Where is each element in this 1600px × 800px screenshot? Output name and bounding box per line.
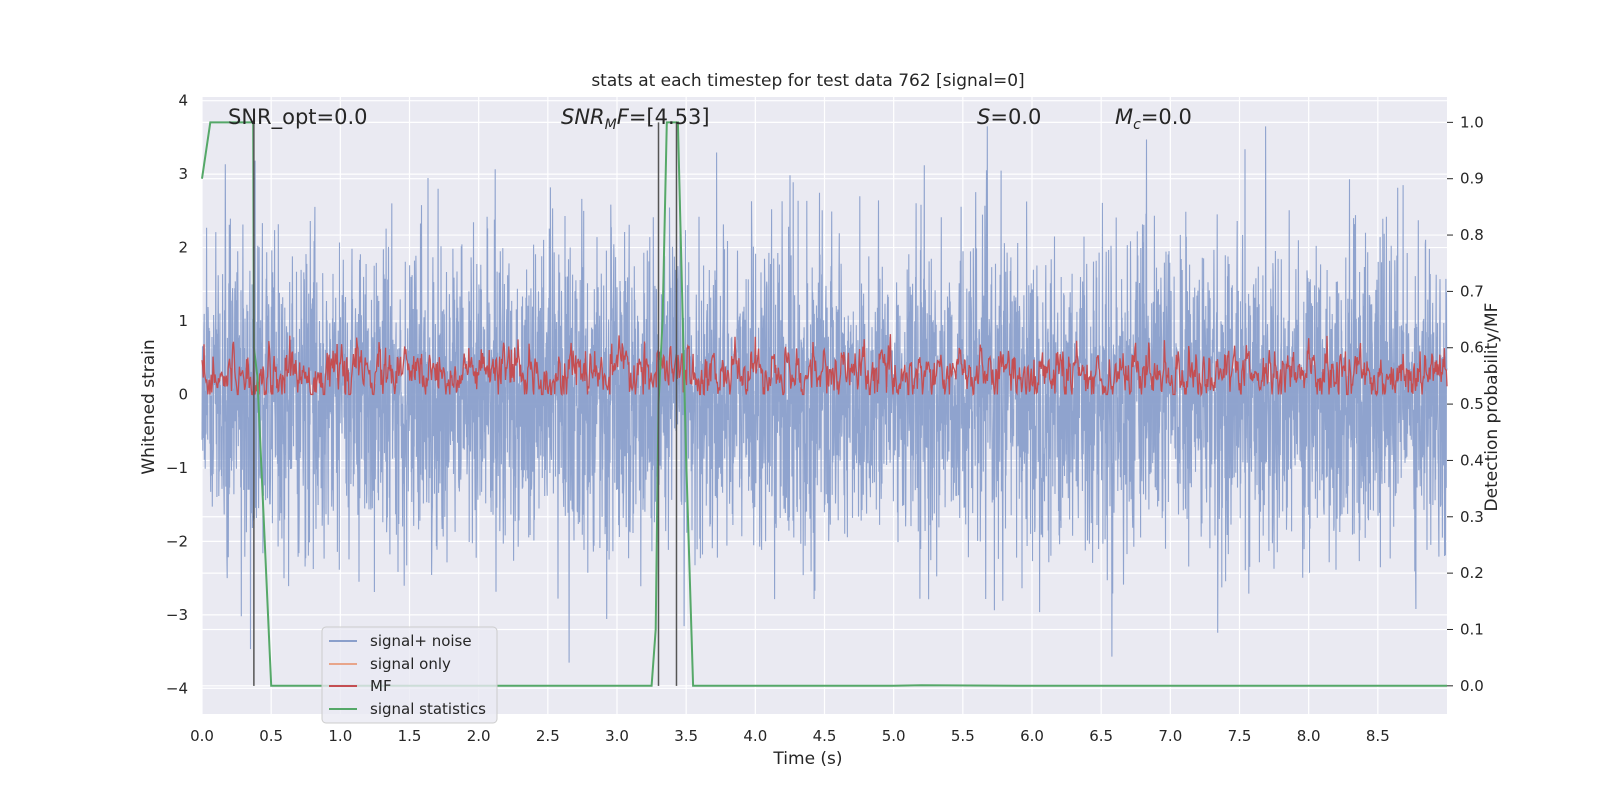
y-tick-label-right-6: 0.4 [1460,451,1484,469]
x-tick-label-1: 0.5 [259,727,283,745]
series-signal-statistics [201,121,1447,687]
annotation-snr-mf-value: =[4.53] [629,105,710,129]
annotation-s-value: =0.0 [990,105,1041,129]
x-tick-label-12: 6.0 [1020,727,1044,745]
legend-entry-signal-noise: signal+ noise [370,632,472,650]
x-tick-label-7: 3.5 [674,727,698,745]
y-axis-label-right: Detection probability/MF [1482,303,1502,512]
x-tick-label-10: 5.0 [882,727,906,745]
annotation-s: S=0.0 [977,105,1041,129]
y-tick-label-left-0: 4 [178,92,188,110]
annotation-mc: Mc=0.0 [1115,105,1192,133]
annotation-mc-sub: c [1133,117,1141,133]
axes: 0.0 0.5 1.0 1.5 2.0 2.5 3.0 3.5 4.0 4.5 5.0 5.5 6.0 6… [166,92,1484,745]
chart-title: stats at each timestep for test data 762… [591,71,1024,91]
y-tick-label-right-8: 0.2 [1460,564,1484,582]
y-tick-label-right-3: 0.7 [1460,282,1484,300]
x-tick-label-14: 7.0 [1158,727,1182,745]
series-signal-noise [201,126,1448,663]
y-tick-label-left-7: −3 [166,606,188,624]
y-tick-label-right-1: 0.9 [1460,170,1484,188]
x-tick-label-9: 4.5 [813,727,837,745]
x-tick-label-6: 3.0 [605,727,629,745]
y-tick-label-right-5: 0.5 [1460,395,1484,413]
y-tick-label-left-8: −4 [166,679,188,697]
x-tick-label-2: 1.0 [328,727,352,745]
legend-entry-signal-only: signal only [370,655,451,673]
x-tick-label-11: 5.5 [951,727,975,745]
annotation-snr-mf: SNRMF=[4.53] [561,105,710,133]
legend: signal+ noise signal only MF signal stat… [321,626,498,724]
y-tick-label-left-6: −2 [166,532,188,550]
annotation-snr-opt: SNR_opt=0.0 [228,105,368,130]
annotation-s-label: S [977,105,990,129]
y-tick-label-right-4: 0.6 [1460,339,1484,357]
x-tick-label-4: 2.0 [467,727,491,745]
vertical-markers [253,122,678,686]
annotation-mc-label: M [1115,105,1133,129]
y-tick-label-left-1: 3 [178,165,188,183]
x-axis-label: Time (s) [772,749,842,769]
legend-entry-signal-statistics: signal statistics [370,700,486,718]
y-axis-label-left: Whitened strain [139,339,159,474]
y-tick-label-left-3: 1 [178,312,188,330]
legend-entry-mf: MF [370,677,392,695]
legend-box [321,626,498,724]
y-tick-label-right-7: 0.3 [1460,508,1484,526]
y-tick-label-left-4: 0 [178,385,188,403]
y-tick-label-left-5: −1 [166,459,188,477]
y-tick-label-right-10: 0.0 [1460,677,1484,695]
series-mf [201,334,1448,397]
x-tick-label-0: 0.0 [190,727,214,745]
annotation-snr-mf-tail: F [617,105,630,129]
x-tick-label-8: 4.0 [743,727,767,745]
y-tick-label-left-2: 2 [178,239,188,257]
x-tick-label-17: 8.5 [1366,727,1390,745]
plot-area [201,121,1448,687]
y-tick-label-right-0: 1.0 [1460,113,1484,131]
x-tick-label-3: 1.5 [398,727,422,745]
y-tick-label-right-2: 0.8 [1460,226,1484,244]
x-tick-label-15: 7.5 [1228,727,1252,745]
y-tick-label-right-9: 0.1 [1460,620,1484,638]
annotation-snr-mf-label: SNR [561,105,605,129]
annotation-mc-value: =0.0 [1141,105,1192,129]
x-tick-label-13: 6.5 [1089,727,1113,745]
annotation-snr-mf-sub: M [605,117,617,133]
x-tick-label-16: 8.0 [1297,727,1321,745]
x-tick-label-5: 2.5 [536,727,560,745]
